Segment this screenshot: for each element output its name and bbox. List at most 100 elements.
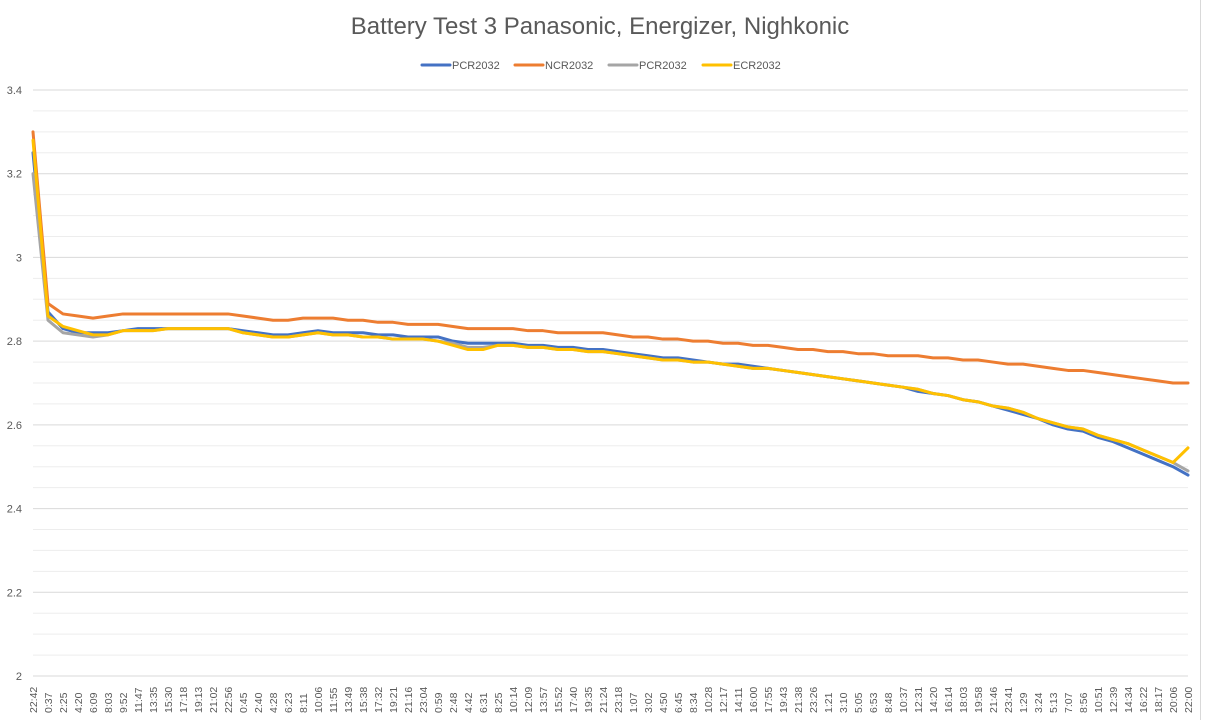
legend-label: PCR2032	[452, 60, 500, 72]
legend-label: ECR2032	[733, 60, 781, 72]
x-tick-label: 6:53	[868, 692, 880, 713]
x-tick-label: 6:45	[673, 692, 685, 713]
x-tick-label: 15:52	[553, 687, 565, 713]
x-tick-label: 12:17	[718, 687, 730, 713]
x-tick-label: 8:48	[883, 692, 895, 713]
x-tick-label: 16:22	[1138, 687, 1150, 713]
x-tick-label: 12:39	[1108, 687, 1120, 713]
x-tick-label: 15:38	[358, 687, 370, 713]
x-tick-label: 19:43	[778, 687, 790, 713]
x-tick-label: 5:05	[853, 692, 865, 713]
x-tick-label: 6:23	[283, 692, 295, 713]
x-tick-label: 1:29	[1018, 692, 1030, 713]
y-axis-ticks: 2 2.2 2.4 2.6 2.8 3 3.2 3.4	[7, 85, 22, 683]
x-tick-label: 3:24	[1033, 692, 1045, 713]
right-frame-border	[1200, 0, 1201, 720]
x-tick-label: 3:10	[838, 692, 850, 713]
x-tick-label: 13:35	[148, 687, 160, 713]
x-tick-label: 21:02	[208, 687, 220, 713]
x-tick-label: 23:04	[418, 687, 430, 713]
y-tick-label: 2.6	[7, 420, 22, 432]
x-tick-label: 12:09	[523, 687, 535, 713]
y-tick-label: 2.4	[7, 504, 22, 516]
series-line-pcr2032-2	[31, 172, 1190, 473]
y-tick-label: 2.2	[7, 587, 22, 599]
x-tick-label: 14:34	[1123, 687, 1135, 713]
x-tick-label: 15:30	[163, 687, 175, 713]
x-tick-label: 16:14	[943, 687, 955, 713]
x-tick-label: 16:00	[748, 687, 760, 713]
x-tick-label: 6:09	[88, 692, 100, 713]
x-tick-label: 22:42	[28, 687, 40, 713]
x-tick-label: 22:56	[223, 687, 235, 713]
x-tick-label: 10:28	[703, 687, 715, 713]
x-tick-label: 19:21	[388, 687, 400, 713]
x-tick-label: 23:18	[613, 687, 625, 713]
x-tick-label: 23:41	[1003, 687, 1015, 713]
x-tick-label: 0:59	[433, 692, 445, 713]
x-tick-label: 21:38	[793, 687, 805, 713]
x-tick-label: 0:45	[238, 692, 250, 713]
x-tick-label: 19:35	[583, 687, 595, 713]
series-line-ecr2032-3	[31, 138, 1190, 465]
x-tick-label: 21:16	[403, 687, 415, 713]
x-tick-label: 11:55	[328, 687, 340, 713]
x-tick-label: 17:55	[763, 687, 775, 713]
x-tick-label: 0:37	[43, 692, 55, 713]
series-lines	[31, 130, 1190, 477]
x-tick-label: 5:13	[1048, 692, 1060, 713]
x-tick-label: 23:26	[808, 687, 820, 713]
x-tick-label: 1:21	[823, 692, 835, 713]
x-tick-label: 17:40	[568, 687, 580, 713]
x-tick-label: 13:49	[343, 687, 355, 713]
x-tick-label: 1:07	[628, 692, 640, 713]
x-tick-label: 13:57	[538, 687, 550, 713]
x-tick-label: 14:11	[733, 687, 745, 713]
x-tick-label: 18:17	[1153, 687, 1165, 713]
x-axis-ticks: 22:42 0:37 2:25 4:20 6:09 8:03 9:52 11:47 13:35 1…	[28, 687, 1195, 713]
x-tick-label: 17:18	[178, 687, 190, 713]
x-tick-label: 18:03	[958, 687, 970, 713]
x-tick-label: 8:03	[103, 692, 115, 713]
x-tick-label: 11:47	[133, 687, 145, 713]
x-tick-label: 4:42	[463, 692, 475, 713]
x-tick-label: 8:56	[1078, 692, 1090, 713]
x-tick-label: 4:50	[658, 692, 670, 713]
chart-title: Battery Test 3 Panasonic, Energizer, Nig…	[351, 13, 850, 40]
x-tick-label: 8:25	[493, 692, 505, 713]
x-tick-label: 9:52	[118, 692, 130, 713]
y-tick-label: 3	[16, 252, 22, 264]
x-tick-label: 21:24	[598, 687, 610, 713]
y-tick-label: 3.4	[7, 85, 22, 97]
legend-label: NCR2032	[545, 60, 593, 72]
legend: PCR2032 NCR2032 PCR2032 ECR2032	[420, 60, 781, 72]
y-tick-label: 2	[16, 671, 22, 683]
x-tick-label: 2:48	[448, 692, 460, 713]
x-tick-label: 21:46	[988, 687, 1000, 713]
series-line-ncr2032-1	[31, 130, 1190, 385]
x-tick-label: 6:31	[478, 692, 490, 713]
x-tick-label: 10:51	[1093, 687, 1105, 713]
x-tick-label: 8:11	[298, 693, 310, 713]
x-tick-label: 4:20	[73, 692, 85, 713]
x-tick-label: 2:25	[58, 692, 70, 713]
x-tick-label: 20:06	[1168, 687, 1180, 713]
x-tick-label: 19:58	[973, 687, 985, 713]
x-tick-label: 12:31	[913, 687, 925, 713]
x-tick-label: 17:32	[373, 687, 385, 713]
x-tick-label: 10:37	[898, 687, 910, 713]
x-tick-label: 3:02	[643, 692, 655, 713]
x-tick-label: 10:06	[313, 687, 325, 713]
y-tick-label: 2.8	[7, 336, 22, 348]
x-tick-label: 10:14	[508, 687, 520, 713]
y-tick-label: 3.2	[7, 169, 22, 181]
x-tick-label: 19:13	[193, 687, 205, 713]
x-tick-label: 4:28	[268, 692, 280, 713]
x-tick-label: 8:34	[688, 692, 700, 713]
grid	[33, 89, 1188, 677]
x-tick-label: 7:07	[1063, 692, 1075, 713]
x-tick-label: 14:20	[928, 687, 940, 713]
legend-label: PCR2032	[639, 60, 687, 72]
